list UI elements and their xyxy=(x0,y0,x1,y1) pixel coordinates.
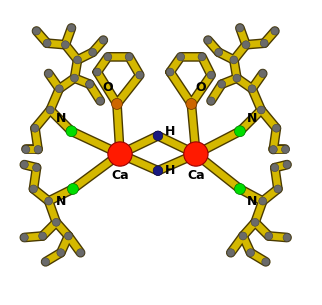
Circle shape xyxy=(22,145,30,153)
Circle shape xyxy=(166,68,174,76)
Circle shape xyxy=(230,56,238,64)
Circle shape xyxy=(64,232,72,240)
Circle shape xyxy=(89,48,97,56)
Circle shape xyxy=(257,106,265,114)
Circle shape xyxy=(20,234,28,242)
Circle shape xyxy=(198,53,206,61)
Circle shape xyxy=(265,232,273,240)
Circle shape xyxy=(283,161,291,169)
Circle shape xyxy=(259,197,267,205)
Circle shape xyxy=(248,85,256,93)
Text: Ca: Ca xyxy=(187,169,205,182)
Text: N: N xyxy=(56,195,66,208)
Circle shape xyxy=(104,53,112,61)
Circle shape xyxy=(215,48,223,56)
Text: Ca: Ca xyxy=(111,169,129,182)
Circle shape xyxy=(136,71,144,79)
Circle shape xyxy=(33,27,41,35)
Circle shape xyxy=(68,24,75,32)
Circle shape xyxy=(45,197,52,205)
Circle shape xyxy=(73,56,81,64)
Circle shape xyxy=(30,185,37,193)
Circle shape xyxy=(234,126,245,137)
Circle shape xyxy=(33,164,41,172)
Circle shape xyxy=(259,70,267,77)
Circle shape xyxy=(207,71,215,79)
Circle shape xyxy=(93,68,101,76)
Text: N: N xyxy=(247,112,257,125)
Circle shape xyxy=(234,184,245,194)
Circle shape xyxy=(274,185,282,193)
Text: H: H xyxy=(165,125,175,138)
Circle shape xyxy=(227,249,235,257)
Circle shape xyxy=(108,142,132,166)
Circle shape xyxy=(86,80,94,88)
Circle shape xyxy=(99,36,107,44)
Circle shape xyxy=(153,166,163,176)
Circle shape xyxy=(43,39,51,47)
Circle shape xyxy=(52,218,60,226)
Circle shape xyxy=(207,97,215,105)
Circle shape xyxy=(233,74,241,82)
Circle shape xyxy=(239,232,247,240)
Circle shape xyxy=(125,53,133,61)
Circle shape xyxy=(218,80,226,88)
Circle shape xyxy=(45,70,52,77)
Circle shape xyxy=(20,161,28,169)
Circle shape xyxy=(153,131,163,141)
Circle shape xyxy=(186,99,197,109)
Circle shape xyxy=(204,36,212,44)
Circle shape xyxy=(271,164,279,172)
Circle shape xyxy=(247,249,254,257)
Circle shape xyxy=(31,124,39,132)
Circle shape xyxy=(96,97,104,105)
Circle shape xyxy=(271,27,279,35)
Circle shape xyxy=(62,41,69,49)
Circle shape xyxy=(71,74,79,82)
Circle shape xyxy=(262,258,270,266)
Circle shape xyxy=(34,145,42,153)
Circle shape xyxy=(39,232,47,240)
Circle shape xyxy=(66,126,77,137)
Circle shape xyxy=(283,234,291,242)
Circle shape xyxy=(236,24,244,32)
Circle shape xyxy=(68,184,79,194)
Text: O: O xyxy=(102,81,113,94)
Circle shape xyxy=(111,99,122,109)
Circle shape xyxy=(251,218,259,226)
Circle shape xyxy=(55,85,63,93)
Circle shape xyxy=(272,124,280,132)
Circle shape xyxy=(46,106,54,114)
Circle shape xyxy=(281,145,289,153)
Circle shape xyxy=(260,39,268,47)
Circle shape xyxy=(242,41,250,49)
Text: N: N xyxy=(56,112,66,125)
Circle shape xyxy=(177,53,185,61)
Text: H: H xyxy=(165,163,175,177)
Circle shape xyxy=(77,249,84,257)
Circle shape xyxy=(270,145,277,153)
Circle shape xyxy=(184,142,208,166)
Circle shape xyxy=(57,249,65,257)
Circle shape xyxy=(42,258,50,266)
Circle shape xyxy=(86,80,94,88)
Text: O: O xyxy=(195,81,206,94)
Text: N: N xyxy=(247,195,257,208)
